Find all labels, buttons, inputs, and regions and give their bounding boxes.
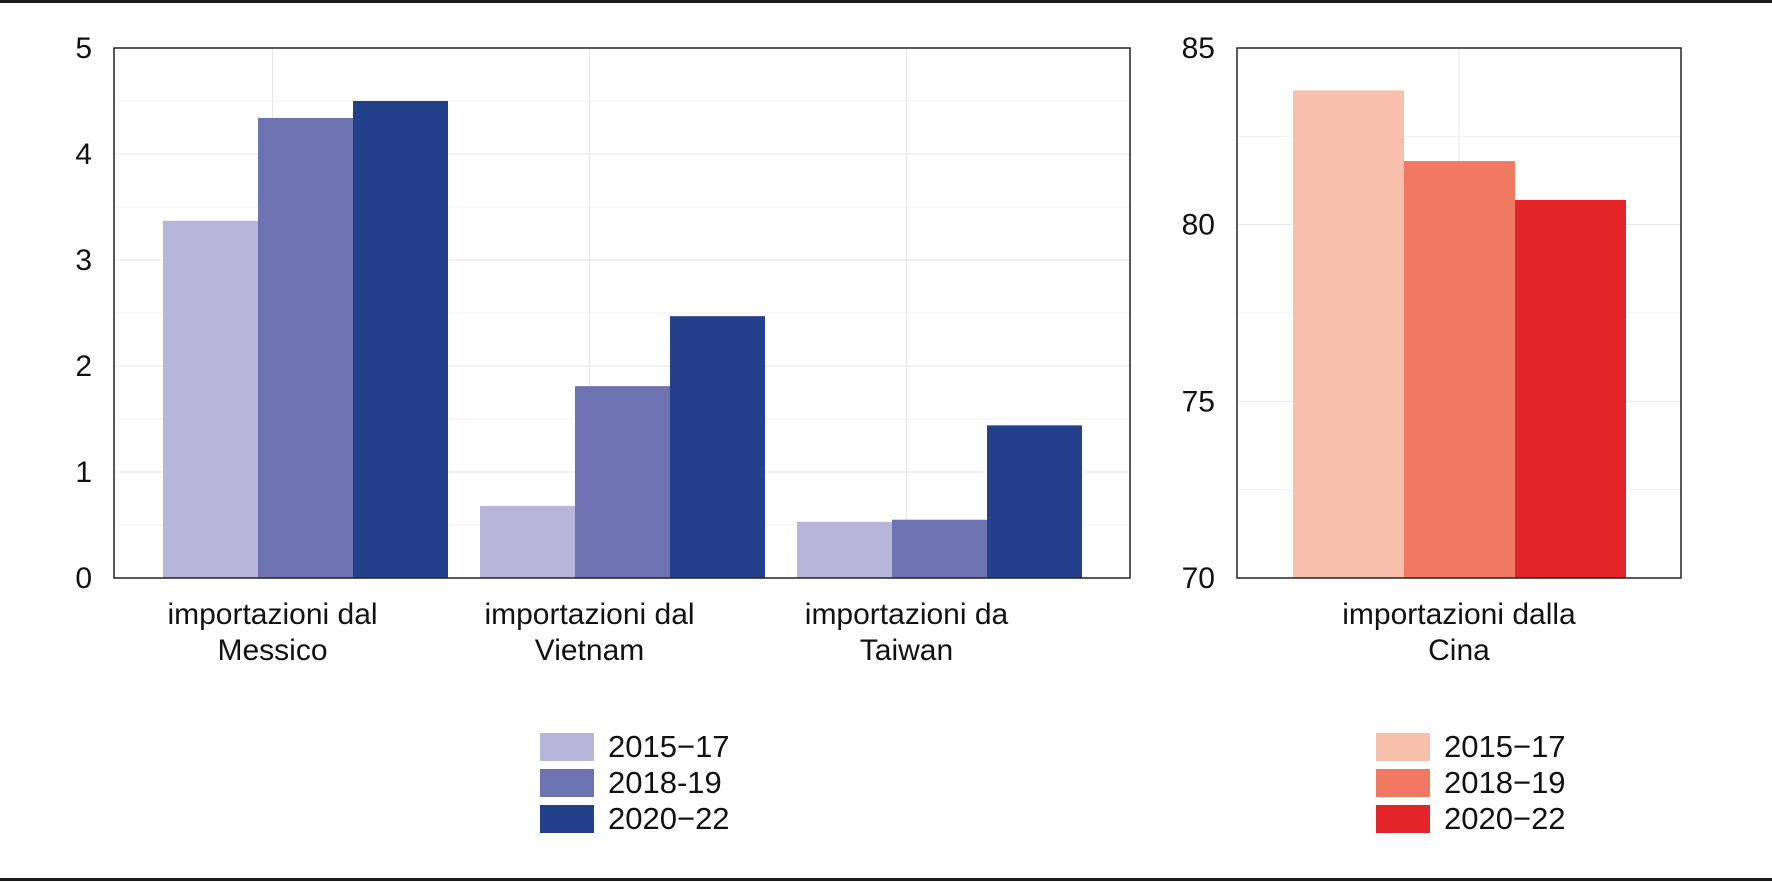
legend-swatch xyxy=(540,769,594,797)
category-label: importazioni dal xyxy=(167,598,377,631)
bar-3-series-1 xyxy=(797,521,892,578)
category-label: Cina xyxy=(1428,634,1490,667)
y-tick-label: 75 xyxy=(1182,385,1215,418)
legend-label: 2020−22 xyxy=(608,801,730,836)
legend-swatch xyxy=(540,733,594,761)
legend-label: 2018−19 xyxy=(1444,765,1566,800)
category-label: Vietnam xyxy=(535,634,645,667)
bar-1-series-2 xyxy=(258,117,353,579)
bar-3-series-3 xyxy=(987,425,1082,578)
category-label: importazioni dalla xyxy=(1342,598,1576,631)
y-tick-label: 85 xyxy=(1182,32,1215,65)
legend-swatch xyxy=(1376,733,1430,761)
bar-1-series-3 xyxy=(353,101,448,578)
bar-1-series-2 xyxy=(1404,161,1515,579)
bottom-rule xyxy=(0,878,1772,881)
legend-swatch xyxy=(1376,769,1430,797)
y-tick-label: 5 xyxy=(75,32,92,65)
y-tick-label: 0 xyxy=(75,562,92,595)
bar-2-series-3 xyxy=(670,316,765,578)
bar-1-series-3 xyxy=(1515,199,1626,578)
plot-frame xyxy=(1236,47,1682,579)
bar-2-series-2 xyxy=(575,386,670,578)
legend-swatch xyxy=(540,805,594,833)
y-tick-label: 1 xyxy=(75,456,92,489)
category-label: importazioni dal xyxy=(484,598,694,631)
legend-label: 2020−22 xyxy=(1444,801,1566,836)
legend-label: 2018‑19 xyxy=(608,765,722,800)
bar-1-series-1 xyxy=(163,220,258,578)
bar-1-series-1 xyxy=(1293,90,1404,579)
bar-3-series-2 xyxy=(892,519,987,578)
plot-frame xyxy=(113,47,1131,579)
legend-label: 2015−17 xyxy=(1444,729,1566,764)
y-tick-label: 2 xyxy=(75,350,92,383)
legend-label: 2015−17 xyxy=(608,729,730,764)
category-label: Taiwan xyxy=(860,634,953,667)
y-tick-label: 70 xyxy=(1182,562,1215,595)
y-tick-label: 80 xyxy=(1182,209,1215,242)
legend-swatch xyxy=(1376,805,1430,833)
y-tick-label: 3 xyxy=(75,244,92,277)
y-tick-label: 4 xyxy=(75,138,92,171)
category-label: Messico xyxy=(217,634,327,667)
category-label: importazioni da xyxy=(805,598,1009,631)
top-rule xyxy=(0,0,1772,3)
bar-2-series-1 xyxy=(480,505,575,578)
